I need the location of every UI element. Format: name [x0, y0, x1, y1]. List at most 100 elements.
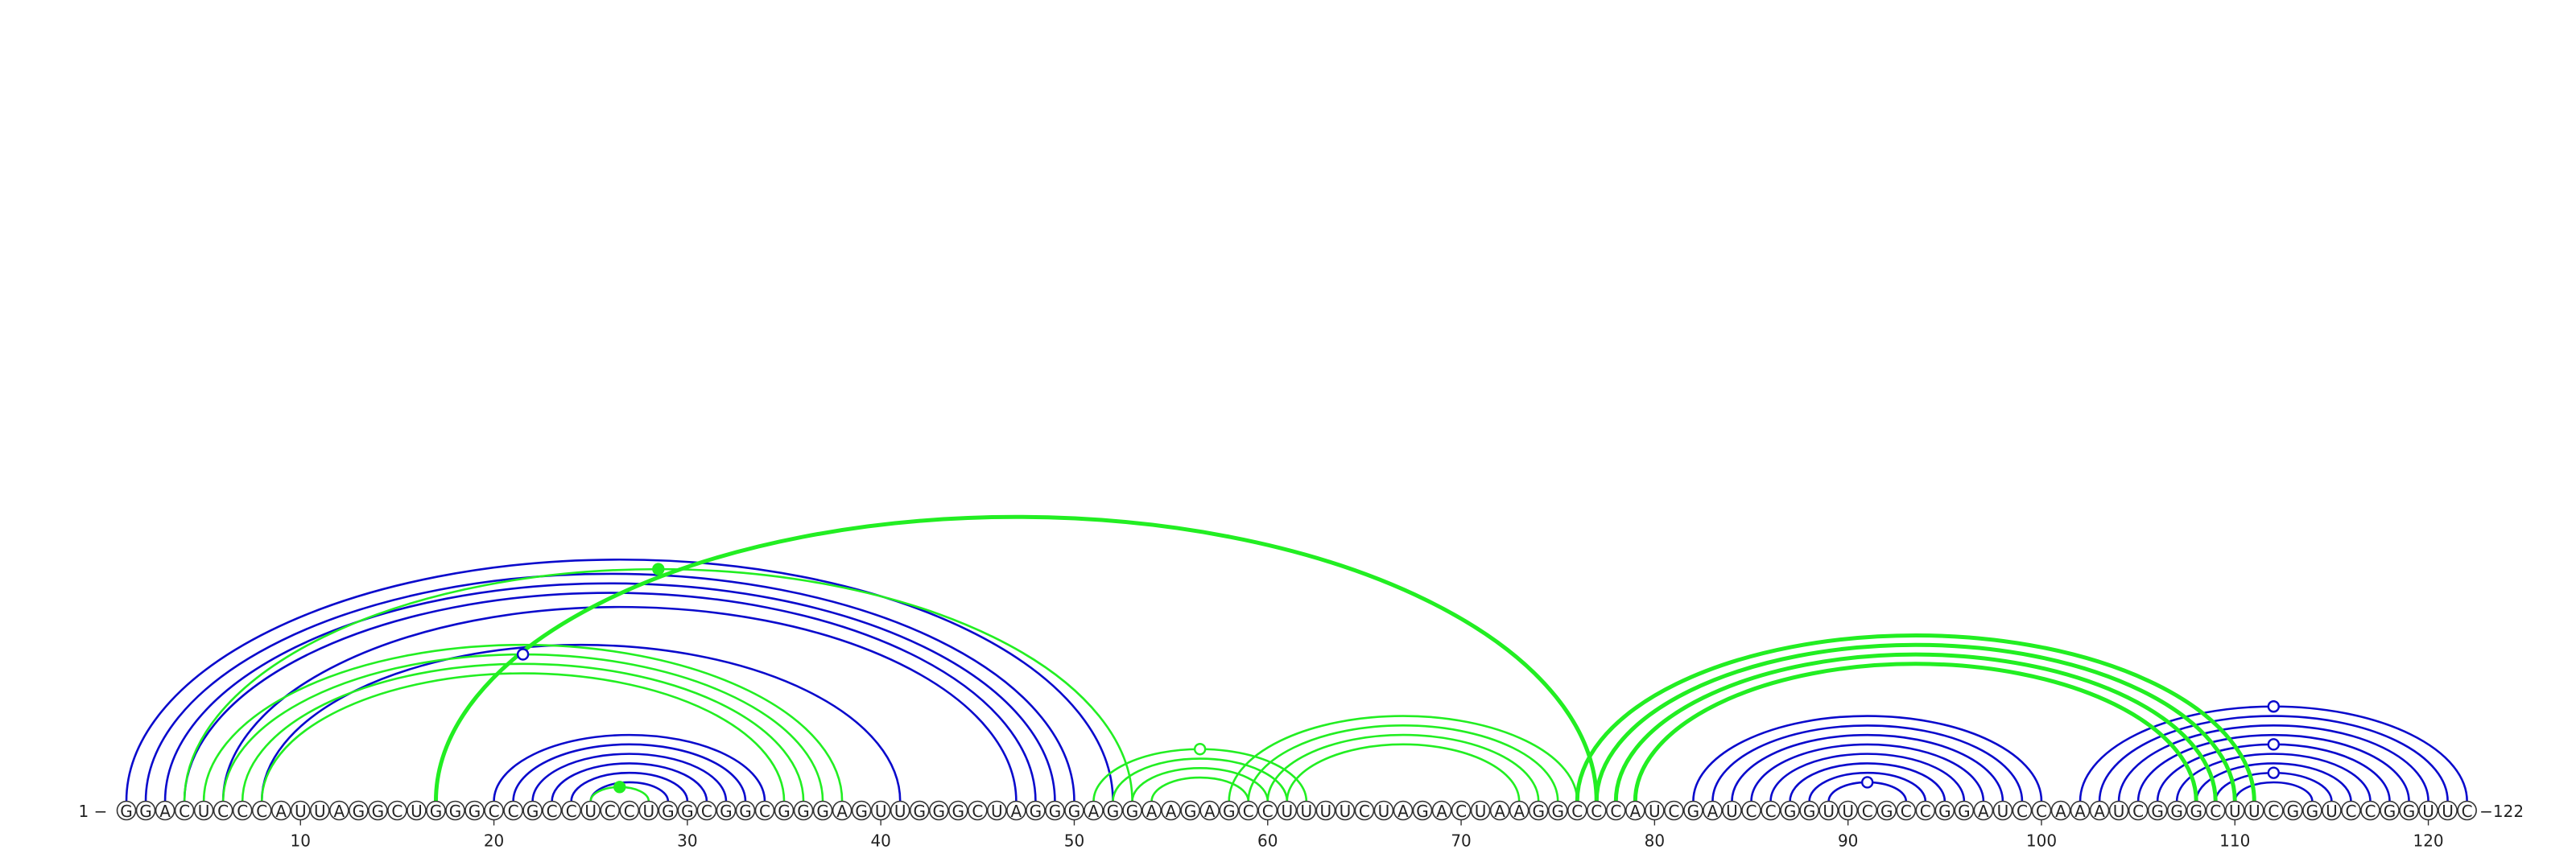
- nucleotide-122: C: [2457, 800, 2477, 821]
- nucleotide-letter: U: [642, 802, 654, 821]
- nucleotide-circle: [1393, 800, 1414, 821]
- nucleotide-letter: A: [1397, 802, 1409, 821]
- blue-apex-marker-102-122: [2267, 700, 2281, 713]
- nucleotide-letter: C: [489, 802, 500, 821]
- green-arc-79-108: [1633, 662, 2198, 802]
- nucleotide-circle: [909, 800, 930, 821]
- nucleotide-circle: [832, 800, 852, 821]
- green-apex-marker-51-62: [1193, 743, 1207, 756]
- nucleotide-116: C: [2341, 800, 2361, 821]
- nucleotide-letter: U: [1301, 802, 1313, 821]
- nucleotide-letter: G: [2384, 802, 2396, 821]
- green-arc-60-74: [1266, 733, 1540, 802]
- nucleotide-letter: U: [295, 802, 307, 821]
- nucleotide-54: A: [1141, 800, 1162, 821]
- nucleotide-circle: [1296, 800, 1317, 821]
- nucleotide-letter: C: [1610, 802, 1621, 821]
- nucleotide-letter: A: [1088, 802, 1100, 821]
- nucleotide-circle: [1896, 800, 1917, 821]
- nucleotide-letter: C: [2364, 802, 2376, 821]
- nucleotide-circle: [561, 800, 581, 821]
- nucleotide-61: U: [1277, 800, 1298, 821]
- nucleotide-circle: [232, 800, 253, 821]
- nucleotide-circle: [1489, 800, 1510, 821]
- nucleotide-20: C: [484, 800, 504, 821]
- nucleotide-letter: G: [139, 802, 152, 821]
- nucleotide-77: C: [1586, 800, 1607, 821]
- nucleotide-circle: [270, 800, 291, 821]
- blue-arc-82-100: [1692, 715, 2043, 802]
- green-arc-51-62: [1092, 748, 1308, 802]
- nucleotide-107: G: [2166, 800, 2187, 821]
- nucleotide-letter: A: [275, 802, 287, 821]
- nucleotide-circle: [968, 800, 988, 821]
- nucleotide-letter: A: [1204, 802, 1216, 821]
- nucleotide-letter: U: [2442, 802, 2454, 821]
- nucleotide-letter: A: [1146, 802, 1158, 821]
- nucleotide-3: A: [155, 800, 175, 821]
- nucleotide-114: G: [2302, 800, 2322, 821]
- nucleotide-19: G: [464, 800, 485, 821]
- nucleotide-circle: [407, 800, 427, 821]
- nucleotide-70: C: [1451, 800, 1472, 821]
- nucleotide-59: C: [1238, 800, 1259, 821]
- nucleotide-letter: U: [584, 802, 597, 821]
- nucleotide-circle: [1431, 800, 1452, 821]
- nucleotide-circle: [1741, 800, 1761, 821]
- blue-apex-marker-6-37: [516, 648, 530, 661]
- nucleotide-52: G: [1103, 800, 1123, 821]
- nucleotide-circle: [1103, 800, 1123, 821]
- nucleotide-28: U: [638, 800, 659, 821]
- sequence-end-label: −122: [2479, 802, 2524, 821]
- arcs-layer: [125, 514, 2468, 802]
- nucleotide-letter: C: [508, 802, 519, 821]
- nucleotide-36: G: [793, 800, 814, 821]
- nucleotide-24: C: [561, 800, 581, 821]
- nucleotide-circle: [1509, 800, 1530, 821]
- blue-arc-104-120: [2117, 724, 2429, 802]
- green-arc-59-75: [1247, 724, 1559, 802]
- nucleotide-14: G: [368, 800, 388, 821]
- nucleotide-33: G: [735, 800, 756, 821]
- nucleotide-circle: [1412, 800, 1433, 821]
- nucleotide-108: G: [2186, 800, 2207, 821]
- nucleotide-circle: [2360, 800, 2380, 821]
- tick-label-100: 100: [2026, 831, 2057, 851]
- nucleotide-letter: C: [1765, 802, 1777, 821]
- nucleotide-letter: G: [662, 802, 675, 821]
- nucleotide-110: U: [2224, 800, 2245, 821]
- nucleotide-25: U: [580, 800, 601, 821]
- nucleotide-letter: C: [1455, 802, 1467, 821]
- nucleotide-41: U: [890, 800, 910, 821]
- nucleotide-letter: A: [1707, 802, 1719, 821]
- nucleotide-93: C: [1896, 800, 1917, 821]
- nucleotide-circle: [619, 800, 640, 821]
- blue-arc-83-99: [1711, 724, 2024, 802]
- nucleotide-circle: [2457, 800, 2477, 821]
- nucleotide-circle: [135, 800, 156, 821]
- nucleotide-letter: G: [1416, 802, 1429, 821]
- nucleotide-9: A: [270, 800, 291, 821]
- markers-layer: [516, 563, 2281, 794]
- nucleotide-circle: [193, 800, 214, 821]
- nucleotide-letter: G: [778, 802, 791, 821]
- nucleotide-10: U: [290, 800, 311, 821]
- nucleotide-86: C: [1761, 800, 1781, 821]
- nucleotide-circle: [1026, 800, 1046, 821]
- nucleotide-49: G: [1045, 800, 1065, 821]
- tick-label-50: 50: [1064, 831, 1084, 851]
- nucleotide-44: G: [947, 800, 968, 821]
- nucleotide-circle: [368, 800, 388, 821]
- nucleotide-letter: G: [913, 802, 926, 821]
- nucleotide-65: C: [1354, 800, 1375, 821]
- nucleotide-letter: A: [1513, 802, 1525, 821]
- nucleotide-circle: [987, 800, 1007, 821]
- nucleotide-95: G: [1934, 800, 1955, 821]
- nucleotide-74: G: [1528, 800, 1549, 821]
- nucleotide-letter: G: [1551, 802, 1564, 821]
- nucleotide-letter: G: [1126, 802, 1139, 821]
- nucleotide-47: A: [1006, 800, 1026, 821]
- nucleotide-letter: G: [739, 802, 752, 821]
